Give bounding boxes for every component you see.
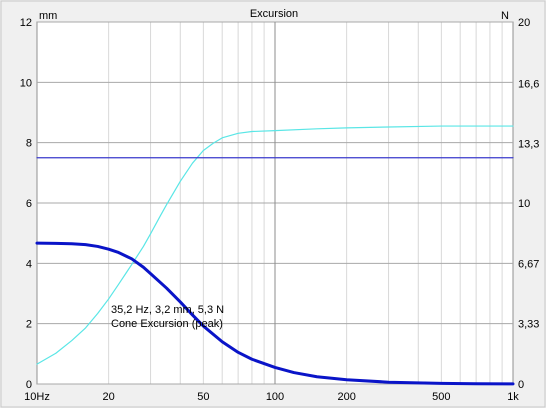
y-right-tick-label: 20 — [518, 17, 530, 29]
y-right-tick-label: 13,3 — [518, 138, 539, 150]
major-grid — [37, 21, 513, 385]
y-right-unit-label: N — [501, 10, 509, 22]
force-line — [36, 125, 514, 365]
x-axis-ticks: 10Hz 20 50 100 200 500 1k — [24, 391, 519, 403]
y-left-tick-label: 4 — [26, 258, 32, 270]
series-layer — [35, 125, 515, 386]
y-right-axis-ticks: 0 3,33 6,67 10 13,3 16,6 20 — [518, 17, 539, 391]
y-left-tick-label: 8 — [26, 138, 32, 150]
x-tick-label: 20 — [103, 391, 115, 403]
x-tick-label: 1k — [507, 391, 519, 403]
x-tick-label: 200 — [337, 391, 355, 403]
y-left-tick-label: 2 — [26, 319, 32, 331]
y-right-tick-label: 10 — [518, 198, 530, 210]
annotation-line-2: Cone Excursion (peak) — [111, 318, 223, 330]
y-right-tick-label: 16,6 — [518, 79, 539, 91]
y-right-tick-label: 6,67 — [518, 258, 539, 270]
y-right-tick-label: 0 — [518, 379, 524, 391]
x-tick-label: 10Hz — [24, 391, 50, 403]
x-tick-label: 100 — [266, 391, 284, 403]
excursion-line — [35, 241, 515, 386]
x-tick-label: 50 — [197, 391, 209, 403]
chart-title: Excursion — [250, 8, 298, 20]
y-left-tick-label: 0 — [26, 379, 32, 391]
annotation-line-1: 35,2 Hz, 3,2 mm, 5,3 N — [111, 304, 224, 316]
x-tick-label: 500 — [432, 391, 450, 403]
y-left-tick-label: 12 — [20, 17, 32, 29]
y-left-unit-label: mm — [39, 10, 57, 22]
y-left-axis-ticks: 0 2 4 6 8 10 12 — [20, 17, 32, 391]
y-left-tick-label: 10 — [20, 77, 32, 89]
y-right-tick-label: 3,33 — [518, 319, 539, 331]
y-left-tick-label: 6 — [26, 198, 32, 210]
